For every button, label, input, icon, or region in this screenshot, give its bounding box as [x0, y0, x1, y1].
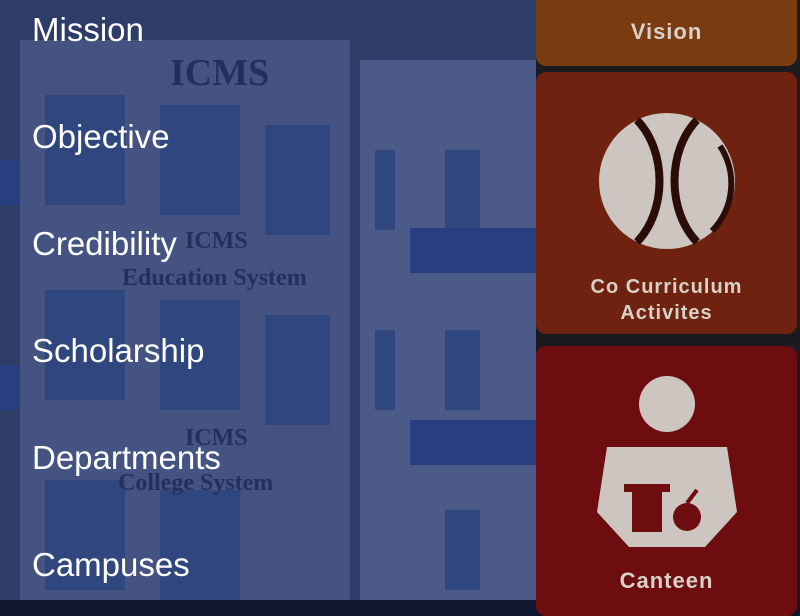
menu-item-objective[interactable]: Objective: [32, 118, 170, 155]
drawer-menu: Mission Objective Credibility Scholarshi…: [32, 11, 221, 583]
navigation-drawer: ICMS ICMS Education System ICMS College …: [0, 0, 536, 600]
drawer-overlay: [0, 0, 536, 600]
vision-label: Vision: [630, 19, 703, 44]
menu-item-credibility[interactable]: Credibility: [32, 225, 177, 262]
sign-education-system: Education System: [122, 265, 307, 291]
menu-item-scholarship[interactable]: Scholarship: [32, 332, 205, 369]
campus-building-image: ICMS ICMS Education System ICMS College …: [0, 0, 536, 600]
sign-icms-top: ICMS: [170, 52, 269, 94]
co-curricular-label: Co Curriculum Activites: [590, 276, 743, 324]
canteen-tile[interactable]: Canteen: [536, 346, 797, 616]
canteen-label: Canteen: [619, 568, 714, 593]
ball-icon: [598, 113, 735, 249]
vision-tile[interactable]: Vision: [536, 0, 797, 66]
sign-icms-lower: ICMS: [185, 425, 248, 451]
menu-item-campuses[interactable]: Campuses: [32, 546, 190, 583]
co-curricular-tile[interactable]: Co Curriculum Activites: [536, 72, 797, 334]
canteen-person-icon: [596, 376, 737, 547]
menu-item-departments[interactable]: Departments: [32, 439, 221, 476]
menu-item-mission[interactable]: Mission: [32, 11, 144, 48]
sign-college-system: College System: [118, 470, 273, 496]
sign-icms-mid: ICMS: [185, 228, 248, 254]
